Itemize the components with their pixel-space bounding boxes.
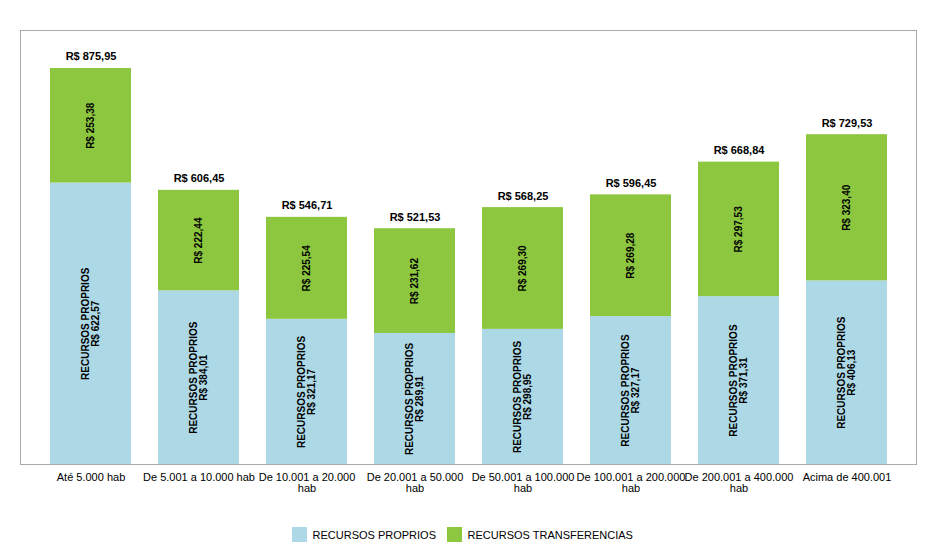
svg-text:R$ 521,53: R$ 521,53 bbox=[390, 211, 441, 223]
svg-text:RECURSOS PROPRIOSR$ 289,91: RECURSOS PROPRIOSR$ 289,91 bbox=[404, 343, 425, 456]
svg-text:R$ 875,95: R$ 875,95 bbox=[66, 50, 117, 62]
svg-text:Até 5.000 hab: Até 5.000 hab bbox=[57, 471, 126, 483]
svg-text:RECURSOS PROPRIOSR$ 371,31: RECURSOS PROPRIOSR$ 371,31 bbox=[728, 324, 749, 437]
html-text:RECURSOS PROPRIOS: RECURSOS PROPRIOS bbox=[312, 528, 436, 541]
svg-text:R$ 222,44: R$ 222,44 bbox=[193, 217, 204, 264]
svg-text:R$ 231,62: R$ 231,62 bbox=[409, 258, 420, 305]
svg-text:R$ 323,40: R$ 323,40 bbox=[841, 184, 852, 231]
svg-text:De 100.001 a 200.000hab: De 100.001 a 200.000hab bbox=[577, 471, 686, 494]
svg-text:R$ 253,38: R$ 253,38 bbox=[85, 102, 96, 149]
svg-text:R$ 269,28: R$ 269,28 bbox=[625, 232, 636, 279]
svg-text:RECURSOS PROPRIOSR$ 298,95: RECURSOS PROPRIOSR$ 298,95 bbox=[512, 340, 533, 453]
svg-text:De 50.001 a 100.000hab: De 50.001 a 100.000hab bbox=[472, 471, 575, 494]
svg-text:De 20.001 a 50.000hab: De 20.001 a 50.000hab bbox=[367, 471, 464, 494]
svg-text:De 200.001 a 400.000hab: De 200.001 a 400.000hab bbox=[685, 471, 794, 494]
svg-text:R$ 297,53: R$ 297,53 bbox=[733, 206, 744, 253]
svg-text:R$ 729,53: R$ 729,53 bbox=[822, 117, 873, 129]
svg-text:RECURSOS PROPRIOSR$ 622,57: RECURSOS PROPRIOSR$ 622,57 bbox=[80, 267, 101, 380]
html-text:RECURSOS TRANSFERENCIAS: RECURSOS TRANSFERENCIAS bbox=[467, 528, 633, 541]
svg-text:R$ 225,54: R$ 225,54 bbox=[301, 245, 312, 292]
svg-text:Acima de 400.001: Acima de 400.001 bbox=[803, 471, 892, 483]
svg-text:R$ 668,84: R$ 668,84 bbox=[714, 144, 766, 156]
svg-text:R$ 546,71: R$ 546,71 bbox=[282, 199, 333, 211]
svg-text:RECURSOS PROPRIOSR$ 321,17: RECURSOS PROPRIOSR$ 321,17 bbox=[296, 335, 317, 448]
svg-text:R$ 596,45: R$ 596,45 bbox=[606, 177, 657, 189]
svg-text:RECURSOS PROPRIOSR$ 406,13: RECURSOS PROPRIOSR$ 406,13 bbox=[836, 316, 857, 429]
svg-text:De 10.001 a 20.000hab: De 10.001 a 20.000hab bbox=[259, 471, 356, 494]
svg-text:De 5.001 a 10.000 hab: De 5.001 a 10.000 hab bbox=[143, 471, 255, 483]
svg-text:R$ 269,30: R$ 269,30 bbox=[517, 245, 528, 292]
svg-text:R$ 568,25: R$ 568,25 bbox=[498, 190, 549, 202]
svg-text:RECURSOS PROPRIOSR$ 384,01: RECURSOS PROPRIOSR$ 384,01 bbox=[188, 321, 209, 434]
svg-text:RECURSOS PROPRIOSR$ 327,17: RECURSOS PROPRIOSR$ 327,17 bbox=[620, 334, 641, 447]
svg-text:R$ 606,45: R$ 606,45 bbox=[174, 172, 225, 184]
